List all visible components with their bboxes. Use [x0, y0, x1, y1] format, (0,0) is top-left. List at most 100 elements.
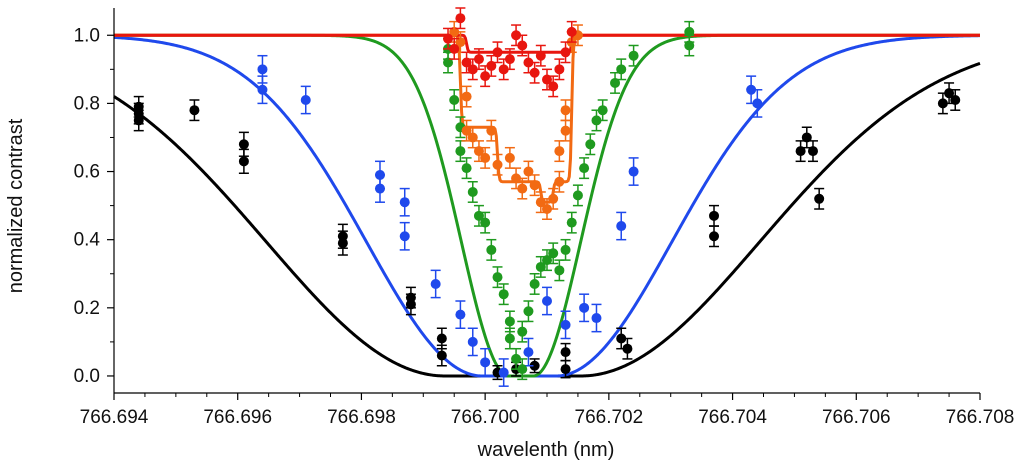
data-point-black — [133, 115, 144, 126]
data-point-green — [684, 40, 695, 51]
x-tick-label: 766.706 — [822, 407, 891, 428]
data-point-green — [461, 163, 472, 174]
data-point-orange — [461, 91, 472, 102]
data-point-orange — [517, 183, 528, 194]
data-point-green — [511, 353, 522, 364]
data-point-black — [238, 156, 249, 167]
data-point-orange — [504, 152, 515, 163]
data-point-orange — [529, 180, 540, 191]
data-point-black — [560, 347, 571, 358]
y-tick-label: 0.0 — [74, 366, 100, 387]
data-point-green — [616, 64, 627, 75]
data-point-green — [443, 57, 454, 68]
data-point-blue — [399, 231, 410, 242]
data-point-green — [628, 50, 639, 61]
data-point-orange — [542, 204, 552, 215]
data-point-black — [937, 98, 948, 109]
x-tick-label: 766.700 — [451, 407, 520, 428]
data-point-green — [523, 306, 534, 317]
data-point-orange — [480, 152, 491, 163]
data-point-orange — [467, 132, 478, 143]
data-point-orange — [473, 146, 484, 157]
data-point-orange — [535, 197, 546, 208]
data-point-green — [572, 190, 583, 201]
data-point-green — [591, 115, 602, 126]
data-point-green — [566, 217, 577, 228]
data-point-black — [560, 364, 571, 375]
data-point-orange — [486, 125, 497, 136]
data-point-red — [498, 64, 509, 75]
data-point-red — [517, 40, 528, 51]
data-point-blue — [560, 319, 571, 330]
y-tick-label: 1.0 — [74, 25, 100, 46]
data-point-green — [610, 77, 621, 88]
data-point-black — [337, 238, 348, 249]
data-point-orange — [554, 176, 565, 187]
data-point-blue — [257, 64, 268, 75]
data-point-black — [238, 139, 249, 150]
data-point-orange — [492, 159, 503, 170]
fit-curve-orange — [113, 33, 981, 204]
data-point-green — [554, 265, 565, 276]
y-tick-label: 0.6 — [74, 162, 100, 183]
data-point-red — [566, 26, 577, 37]
data-point-blue — [467, 336, 478, 347]
fit-curve-red — [113, 33, 981, 54]
data-point-black — [944, 88, 955, 99]
data-point-orange — [455, 37, 466, 48]
data-point-blue — [300, 94, 311, 105]
data-point-blue — [498, 367, 509, 378]
data-point-black — [807, 146, 818, 157]
data-point-black — [529, 360, 540, 371]
data-point-green — [542, 255, 552, 266]
data-point-black — [709, 210, 720, 221]
data-point-red — [554, 64, 565, 75]
data-point-black — [795, 146, 806, 157]
x-tick-label: 766.704 — [698, 407, 767, 428]
y-tick-label: 0.8 — [74, 93, 100, 114]
data-point-blue — [523, 347, 534, 358]
data-point-orange — [560, 105, 571, 116]
x-tick-label: 766.708 — [946, 407, 1015, 428]
data-point-blue — [399, 197, 410, 208]
data-point-black — [950, 94, 961, 105]
data-point-orange — [560, 125, 571, 136]
x-tick-label: 766.702 — [575, 407, 644, 428]
data-point-blue — [374, 183, 385, 194]
data-point-red — [529, 67, 540, 78]
data-point-green — [684, 26, 695, 37]
data-point-green — [585, 139, 596, 150]
data-point-green — [597, 105, 608, 116]
data-point-green — [455, 146, 466, 157]
x-tick-label: 766.694 — [80, 407, 149, 428]
data-point-orange — [523, 166, 534, 177]
data-point-blue — [591, 313, 602, 324]
data-point-black — [436, 333, 447, 344]
data-point-green — [492, 272, 503, 283]
data-point-blue — [455, 309, 466, 320]
data-point-green — [486, 244, 497, 255]
data-point-orange — [548, 193, 559, 204]
data-point-green — [504, 316, 515, 327]
data-point-red — [486, 60, 497, 71]
y-tick-label: 0.4 — [74, 230, 101, 251]
data-point-green — [504, 333, 515, 344]
data-point-red — [443, 33, 454, 44]
data-point-green — [467, 186, 478, 197]
data-point-orange — [554, 146, 565, 157]
plot-area — [113, 7, 981, 387]
data-point-green — [579, 163, 590, 174]
data-point-black — [814, 193, 825, 204]
axes: 0.0 0.2 0.4 0.6 0.8 1.0 766.694 766.696 766.698 7… — [74, 8, 1015, 428]
x-tick-label: 766.698 — [327, 407, 396, 428]
data-point-blue — [746, 84, 757, 95]
data-point-red — [467, 64, 478, 75]
data-point-green — [529, 278, 540, 289]
data-point-black — [622, 343, 633, 354]
data-point-red — [455, 13, 466, 24]
data-point-blue — [542, 296, 552, 307]
data-point-orange — [461, 125, 472, 136]
data-point-black — [189, 105, 200, 116]
data-point-orange — [511, 173, 522, 184]
